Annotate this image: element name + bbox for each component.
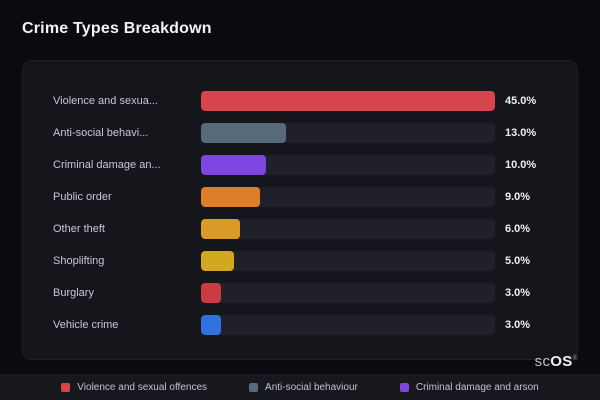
bar-value: 6.0% xyxy=(505,223,531,235)
legend-swatch xyxy=(249,382,259,392)
bar-category-label: Vehicle crime xyxy=(53,319,119,331)
bar-fill[interactable] xyxy=(201,315,221,335)
bar-category-label: Burglary xyxy=(53,287,94,299)
bar-track xyxy=(201,91,495,111)
bar-value: 3.0% xyxy=(505,319,531,331)
legend-item[interactable]: Violence and sexual offences xyxy=(61,382,207,393)
bar-track xyxy=(201,315,495,335)
bar-fill[interactable] xyxy=(201,123,286,143)
crime-types-chart: Violence and sexua... 45.0% Anti-social … xyxy=(22,60,578,360)
legend-swatch xyxy=(399,382,409,392)
registered-mark-icon: ® xyxy=(572,355,578,362)
bar-category-label: Violence and sexua... xyxy=(53,95,158,107)
chart-legend: Violence and sexual offences Anti-social… xyxy=(0,374,600,400)
chart-rows: Violence and sexua... 45.0% Anti-social … xyxy=(53,85,549,341)
bar-fill[interactable] xyxy=(201,283,221,303)
bar-fill[interactable] xyxy=(201,155,267,175)
page-title: Crime Types Breakdown xyxy=(22,20,212,37)
bar-category-label: Criminal damage an... xyxy=(53,159,161,171)
chart-row: Burglary 3.0% xyxy=(53,277,549,309)
legend-item[interactable]: Anti-social behaviour xyxy=(249,382,358,393)
bar-track xyxy=(201,251,495,271)
legend-label: Anti-social behaviour xyxy=(265,381,358,393)
bar-value: 13.0% xyxy=(505,127,537,139)
logo-suffix: OS xyxy=(550,353,573,370)
bar-category-label: Public order xyxy=(53,191,112,203)
chart-row: Criminal damage an... 10.0% xyxy=(53,149,549,181)
bar-track xyxy=(201,155,495,175)
legend-item[interactable]: Criminal damage and arson xyxy=(399,381,539,393)
bar-track xyxy=(201,187,495,207)
bar-track xyxy=(201,283,495,303)
chart-row: Public order 9.0% xyxy=(53,181,549,213)
scos-logo: scOS® xyxy=(535,353,578,370)
bar-category-label: Shoplifting xyxy=(53,255,105,267)
chart-row: Vehicle crime 3.0% xyxy=(53,309,549,341)
bar-track xyxy=(201,123,495,143)
bar-value: 10.0% xyxy=(505,159,537,171)
chart-row: Shoplifting 5.0% xyxy=(53,245,549,277)
bar-value: 3.0% xyxy=(505,287,531,299)
bar-value: 5.0% xyxy=(505,255,531,267)
bar-fill[interactable] xyxy=(201,187,260,207)
bar-track xyxy=(201,219,495,239)
legend-label: Violence and sexual offences xyxy=(77,381,208,393)
legend-label: Criminal damage and arson xyxy=(415,381,539,393)
chart-row: Anti-social behavi... 13.0% xyxy=(53,117,549,149)
bar-value: 9.0% xyxy=(505,191,531,203)
bar-category-label: Other theft xyxy=(53,223,105,235)
chart-row: Violence and sexua... 45.0% xyxy=(53,85,549,117)
chart-row: Other theft 6.0% xyxy=(53,213,549,245)
legend-swatch xyxy=(61,382,71,392)
bar-fill[interactable] xyxy=(201,219,241,239)
bar-value: 45.0% xyxy=(505,95,537,107)
bar-category-label: Anti-social behavi... xyxy=(53,127,149,139)
logo-prefix: sc xyxy=(534,353,551,370)
bar-fill[interactable] xyxy=(201,91,495,111)
bar-fill[interactable] xyxy=(201,251,234,271)
